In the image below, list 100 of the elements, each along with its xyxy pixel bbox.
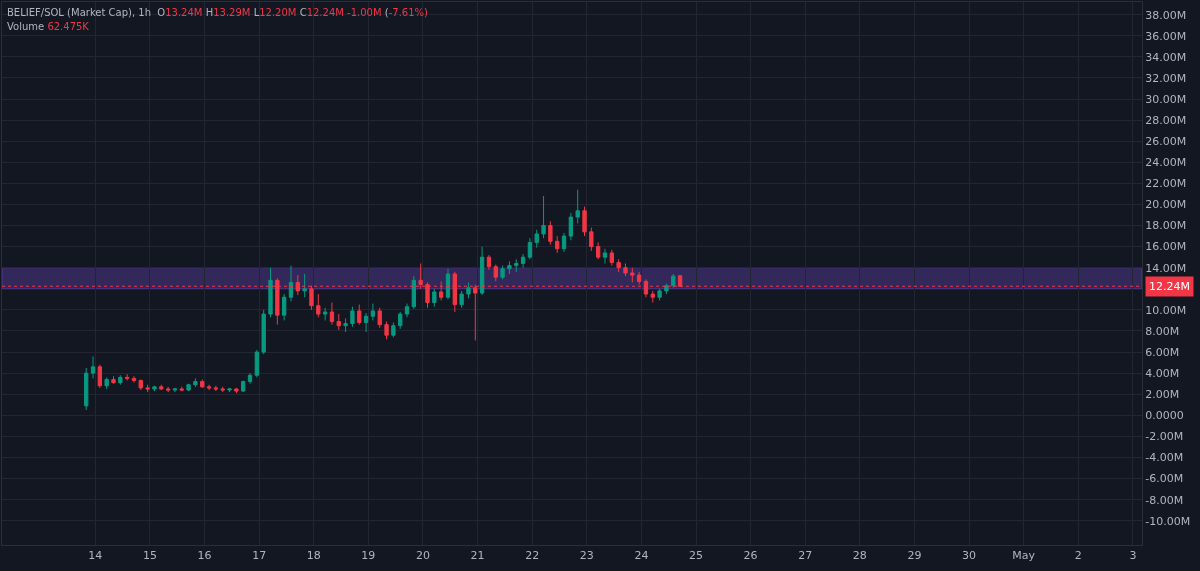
y-tick-label: -2.00M xyxy=(1145,430,1184,444)
candlestick xyxy=(268,267,273,318)
y-tick-label: 18.00M xyxy=(1145,219,1187,233)
x-tick-label: 25 xyxy=(689,549,704,563)
y-tick-label: 20.00M xyxy=(1145,198,1187,212)
candlestick xyxy=(527,237,533,260)
candlestick xyxy=(254,349,260,378)
y-tick-label: 28.00M xyxy=(1145,113,1187,127)
candlestick xyxy=(124,373,130,382)
candlestick xyxy=(589,227,594,252)
x-tick-label: 27 xyxy=(798,549,813,563)
x-tick-label: 29 xyxy=(907,549,922,563)
candlestick xyxy=(555,235,560,254)
candlestick xyxy=(213,385,219,392)
candlestick xyxy=(623,262,628,277)
candlestick xyxy=(391,322,396,338)
candlestick xyxy=(507,260,512,275)
candlestick xyxy=(500,265,505,280)
candlestick xyxy=(657,288,662,301)
candlestick xyxy=(261,309,266,355)
candlestick xyxy=(172,387,178,393)
x-tick-label: 2 xyxy=(1074,549,1082,563)
candlestick xyxy=(602,248,608,264)
candlestick xyxy=(596,241,601,260)
y-tick-label: -10.00M xyxy=(1145,514,1191,528)
y-tick-label: 26.00M xyxy=(1145,135,1187,149)
candlestick xyxy=(514,258,519,273)
candlestick xyxy=(165,386,171,393)
candlestick xyxy=(404,303,410,318)
candlestick xyxy=(357,304,362,326)
candlestick xyxy=(138,378,143,391)
y-tick-label: 24.00M xyxy=(1145,156,1187,170)
x-tick-label: 14 xyxy=(88,549,103,563)
y-tick-label: -4.00M xyxy=(1145,451,1184,465)
candlestick xyxy=(84,367,89,411)
candlestick xyxy=(466,281,471,299)
x-tick-label: 26 xyxy=(743,549,758,563)
candlestick xyxy=(343,317,348,333)
candlestick xyxy=(398,311,403,330)
candlestick xyxy=(541,195,546,239)
candlestick xyxy=(220,386,225,393)
y-tick-label: 0.0000 xyxy=(1145,409,1184,423)
x-tick-label: 3 xyxy=(1129,549,1137,563)
text: 13.24M H13.29M L12.20M C12.24M -1.00M (-7.61%) xyxy=(165,7,428,18)
y-tick-label: 16.00M xyxy=(1145,240,1187,254)
candlestick xyxy=(118,374,123,386)
candlestick xyxy=(534,229,539,249)
candlestick xyxy=(486,254,492,271)
y-tick-label: 38.00M xyxy=(1145,8,1187,22)
candlestick xyxy=(281,293,287,321)
candlestick xyxy=(152,385,157,392)
candlestick xyxy=(104,376,109,390)
x-tick-label: 16 xyxy=(197,549,212,563)
candlestick xyxy=(575,189,580,224)
candlestick xyxy=(336,313,341,331)
x-tick-label: 28 xyxy=(852,549,867,563)
x-tick-label: 23 xyxy=(579,549,594,563)
candlestick xyxy=(193,377,198,388)
y-tick-label: 34.00M xyxy=(1145,50,1187,64)
candlestick xyxy=(350,306,355,328)
y-tick-label: 30.00M xyxy=(1145,92,1187,106)
annotation: Volume 62.475K xyxy=(7,21,90,32)
chart-title: BELIEF/SOL (Market Cap), 1h O xyxy=(7,7,166,18)
candlestick xyxy=(671,273,676,289)
x-tick-label: 21 xyxy=(470,549,485,563)
candlestick xyxy=(159,384,164,391)
candlestick xyxy=(234,387,239,394)
x-tick-label: 30 xyxy=(962,549,977,563)
candlestick xyxy=(302,273,307,298)
y-tick-label: 10.00M xyxy=(1145,303,1187,317)
candlestick xyxy=(97,364,103,389)
candlestick xyxy=(432,288,437,308)
candlestick xyxy=(322,307,328,321)
candlestick xyxy=(316,293,321,318)
ref-line-label: 12.24M xyxy=(1149,280,1190,293)
candlestick xyxy=(459,290,464,309)
candlestick xyxy=(145,384,150,393)
candlestick xyxy=(131,375,137,384)
candlestick xyxy=(384,320,389,340)
x-tick-label: 19 xyxy=(361,549,376,563)
x-tick-label: 20 xyxy=(415,549,430,563)
y-tick-label: 22.00M xyxy=(1145,177,1187,191)
candlestick xyxy=(616,258,621,273)
x-tick-label: 22 xyxy=(525,549,540,563)
candlestick xyxy=(582,206,587,237)
candlestick xyxy=(377,307,382,329)
candlestick xyxy=(111,375,116,385)
y-tick-label: -8.00M xyxy=(1145,493,1184,507)
candlestick xyxy=(650,290,655,303)
candlestick xyxy=(664,283,669,295)
candlestick xyxy=(247,372,253,385)
candlestick xyxy=(370,303,376,321)
candlestick xyxy=(520,253,526,269)
candlestick xyxy=(548,220,553,245)
candlestick xyxy=(329,302,335,326)
candlestick xyxy=(411,275,417,310)
candlestick xyxy=(630,267,635,283)
y-tick-label: 2.00M xyxy=(1145,388,1180,402)
y-tick-label: 8.00M xyxy=(1145,324,1180,338)
candlestick xyxy=(179,386,184,392)
